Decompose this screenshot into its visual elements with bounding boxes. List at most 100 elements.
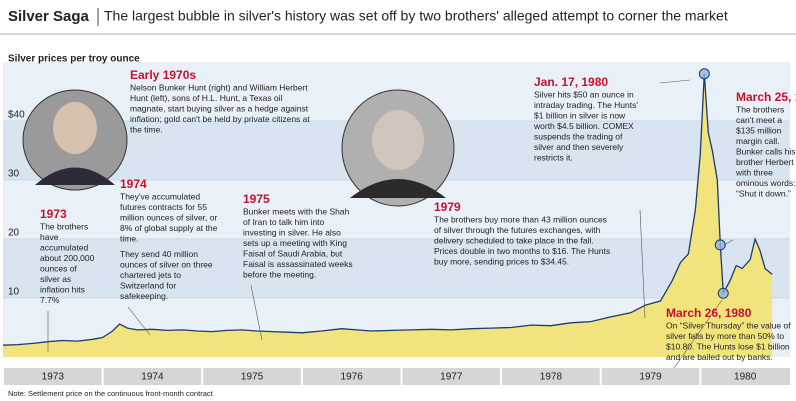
annotation-text: futures contracts for 55 bbox=[120, 202, 207, 212]
annotation-text: Faisal is assassinated weeks bbox=[243, 259, 353, 269]
annotation-text: ounces of bbox=[40, 263, 77, 273]
annotation-text: investing in silver. He also bbox=[243, 227, 341, 237]
annotation-text: ounces of silver on three bbox=[120, 259, 213, 269]
photo-face bbox=[372, 110, 424, 170]
annotation-text: of Iran to talk him into bbox=[243, 217, 325, 227]
x-tick-label: 1977 bbox=[440, 372, 463, 383]
leader-line bbox=[659, 79, 691, 84]
annotation-text: Hunt (left), sons of H.L. Hunt, a Texas … bbox=[130, 93, 283, 103]
plot-stripe bbox=[3, 239, 790, 298]
chart-title: Silver Saga bbox=[8, 8, 90, 25]
annotation-text: “Shut it down.” bbox=[736, 188, 791, 198]
y-tick-label: 20 bbox=[8, 228, 20, 239]
annotation-text: margin call. bbox=[736, 136, 779, 146]
annotation-text: $135 million bbox=[736, 125, 782, 135]
y-tick-label: 10 bbox=[8, 287, 20, 298]
annotation-text: with three bbox=[735, 167, 773, 177]
annotation-text: time. bbox=[120, 233, 138, 243]
annotation-title: March 26, 1980 bbox=[666, 306, 752, 320]
annotation-text: buy more, sending prices to $34.45. bbox=[434, 256, 569, 266]
annotation-title: 1974 bbox=[120, 177, 147, 191]
note: Note: Settlement price on the continuous… bbox=[8, 389, 214, 398]
annotation-text: $1 billion in silver is now bbox=[534, 110, 626, 120]
annotation-text: inflation hits bbox=[40, 284, 85, 294]
y-tick-label: $40 bbox=[8, 110, 25, 121]
annotation-text: magnate, start buying silver as a hedge … bbox=[130, 103, 309, 113]
annotation-text: million ounces of silver, or bbox=[120, 212, 217, 222]
point-marker bbox=[714, 239, 726, 251]
annotation-text: The brothers bbox=[736, 104, 784, 114]
annotation-text: The brothers bbox=[40, 221, 88, 231]
annotation-text: sets up a meeting with King bbox=[243, 238, 347, 248]
x-tick-label: 1978 bbox=[540, 372, 563, 383]
photo-left bbox=[22, 89, 128, 191]
x-tick-label: 1980 bbox=[734, 372, 757, 383]
annotation-text: On “Silver Thursday” the value of bbox=[666, 320, 791, 330]
annotation-text: They send 40 million bbox=[120, 249, 198, 259]
annotation-text: Nelson Bunker Hunt (right) and William H… bbox=[130, 82, 308, 92]
x-tick-label: 1973 bbox=[42, 372, 65, 383]
annotation-text: silver as bbox=[40, 274, 71, 284]
annotation-title: Early 1970s bbox=[130, 68, 196, 82]
annotation-text: They've accumulated bbox=[120, 191, 200, 201]
annotation-title: March 25, 1980 bbox=[736, 90, 796, 104]
point-marker bbox=[698, 68, 710, 80]
leader-line bbox=[639, 209, 646, 319]
annotation-text: Silver hits $50 an ounce in bbox=[534, 89, 634, 99]
annotation-text: 8% of global supply at the bbox=[120, 223, 218, 233]
line bbox=[2, 73, 773, 346]
annotation-title: 1979 bbox=[434, 200, 461, 214]
annotation-text: accumulated bbox=[40, 242, 88, 252]
chart-subtitle: The largest bubble in silver's history w… bbox=[104, 8, 728, 24]
photo-suit bbox=[350, 179, 446, 198]
x-axis-band bbox=[3, 368, 790, 385]
chart-layer bbox=[2, 68, 773, 358]
leader-line bbox=[673, 299, 723, 369]
photo-face bbox=[53, 102, 97, 154]
leader-line bbox=[250, 285, 263, 341]
annotation-text: silver and then severely bbox=[534, 142, 624, 152]
annotation-text: the time. bbox=[130, 124, 163, 134]
annotation-text: Prices double in two months to $16. The … bbox=[434, 246, 610, 256]
photo-suit bbox=[35, 167, 115, 185]
annotation-text: can't meet a bbox=[736, 115, 782, 125]
annotation-text: Bunker meets with the Shah bbox=[243, 206, 350, 216]
photo-right bbox=[341, 89, 455, 207]
annotation-text: about 200,000 bbox=[40, 253, 95, 263]
x-tick-label: 1974 bbox=[141, 372, 164, 383]
annotation-text: have bbox=[40, 232, 59, 242]
annotation-title: 1975 bbox=[243, 192, 270, 206]
annotation-text: brother Herbert bbox=[736, 157, 794, 167]
x-tick-label: 1979 bbox=[639, 372, 662, 383]
annotation-text: Bunker calls his bbox=[736, 146, 796, 156]
annotation-text: Faisal of Saudi Arabia, but bbox=[243, 248, 343, 258]
point-marker bbox=[717, 287, 729, 299]
x-tick-label: 1976 bbox=[341, 372, 364, 383]
annotation-text: ominous words: bbox=[736, 178, 796, 188]
annotation-title: 1973 bbox=[40, 207, 67, 221]
annotation-text: delivery scheduled to take place in the … bbox=[434, 235, 594, 245]
annotation-text: safekeeping. bbox=[120, 291, 168, 301]
annotation-text: chartered jets to bbox=[120, 270, 181, 280]
annotation-text: suspends the trading of bbox=[534, 131, 623, 141]
annotation-text: worth $4.5 billion. COMEX bbox=[533, 121, 634, 131]
annotation-text: 7.7% bbox=[40, 295, 60, 305]
annotation-text: before the meeting. bbox=[243, 269, 316, 279]
annotation-text: inflation; gold can't be held by private… bbox=[130, 114, 310, 124]
annotation-text: $10.80. The Hunts lose $1 billion bbox=[666, 341, 790, 351]
annotation-text: intraday trading. The Hunts' bbox=[534, 100, 638, 110]
annotation-text: restricts it. bbox=[534, 152, 573, 162]
x-tick-label: 1975 bbox=[241, 372, 264, 383]
leader-line bbox=[127, 306, 151, 336]
annotation-text: and are bailed out by banks. bbox=[666, 352, 773, 362]
y-tick-label: 30 bbox=[8, 169, 20, 180]
